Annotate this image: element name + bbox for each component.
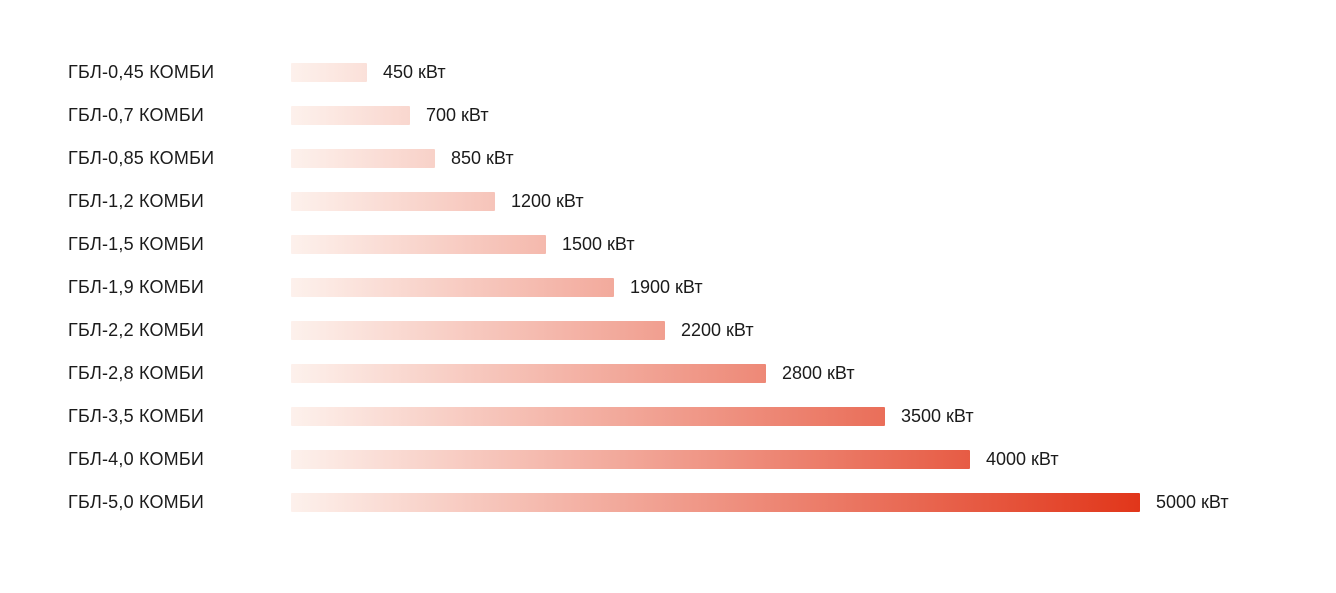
bar-row: ГБЛ-1,5 КОМБИ 1500 кВт [68,234,1229,254]
bar-row: ГБЛ-3,5 КОМБИ 3500 кВт [68,406,1229,426]
category-label: ГБЛ-1,5 КОМБИ [68,234,205,254]
category-label: ГБЛ-1,2 КОМБИ [68,191,205,211]
category-label: ГБЛ-2,2 КОМБИ [68,320,205,340]
bar-row: ГБЛ-4,0 КОМБИ 4000 кВт [68,449,1229,469]
value-label: 1200 кВт [511,191,584,211]
bar [291,191,495,211]
category-label: ГБЛ-4,0 КОМБИ [68,449,205,469]
bar-row: ГБЛ-1,9 КОМБИ 1900 кВт [68,277,1229,297]
bar [291,492,1140,512]
value-label: 1900 кВт [630,277,703,297]
value-label: 2200 кВт [681,320,754,340]
bar [291,320,665,340]
bar [291,449,970,469]
bar-row: ГБЛ-5,0 КОМБИ 5000 кВт [68,492,1229,512]
bar-row: ГБЛ-2,8 КОМБИ 2800 кВт [68,363,1229,383]
bar-row: ГБЛ-1,2 КОМБИ 1200 кВт [68,191,1229,211]
value-label: 3500 кВт [901,406,974,426]
boiler-power-bar-chart: ГБЛ-0,45 КОМБИ 450 кВт ГБЛ-0,7 КОМБИ 700 кВ… [68,62,1229,512]
value-label: 2800 кВт [782,363,855,383]
bar [291,62,367,82]
bar [291,105,410,125]
bar [291,277,614,297]
value-label: 1500 кВт [562,234,635,254]
value-label: 5000 кВт [1156,492,1229,512]
bar-row: ГБЛ-0,45 КОМБИ 450 кВт [68,62,1229,82]
bar-row: ГБЛ-0,7 КОМБИ 700 кВт [68,105,1229,125]
bar [291,406,885,426]
bar [291,234,546,254]
bar [291,148,435,168]
bar [291,363,766,383]
category-label: ГБЛ-3,5 КОМБИ [68,406,205,426]
category-label: ГБЛ-1,9 КОМБИ [68,277,205,297]
category-label: ГБЛ-0,45 КОМБИ [68,62,215,82]
bar-row: ГБЛ-2,2 КОМБИ 2200 кВт [68,320,1229,340]
value-label: 450 кВт [383,62,446,82]
value-label: 850 кВт [451,148,514,168]
category-label: ГБЛ-2,8 КОМБИ [68,363,205,383]
category-label: ГБЛ-0,85 КОМБИ [68,148,215,168]
bar-row: ГБЛ-0,85 КОМБИ 850 кВт [68,148,1229,168]
value-label: 700 кВт [426,105,489,125]
category-label: ГБЛ-0,7 КОМБИ [68,105,205,125]
value-label: 4000 кВт [986,449,1059,469]
category-label: ГБЛ-5,0 КОМБИ [68,492,205,512]
